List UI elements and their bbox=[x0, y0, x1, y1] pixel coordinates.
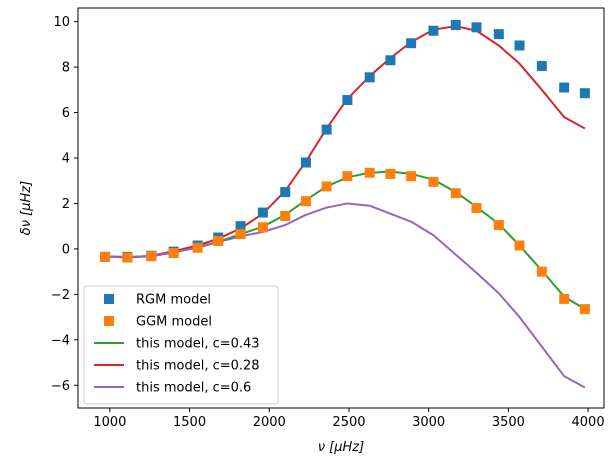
data-point-0-10 bbox=[321, 124, 332, 135]
data-point-0-13 bbox=[385, 55, 396, 66]
data-point-1-13 bbox=[385, 168, 396, 179]
legend-label-0: RGM model bbox=[136, 293, 211, 308]
data-point-0-12 bbox=[364, 72, 375, 83]
data-point-1-11 bbox=[342, 171, 353, 182]
data-point-0-9 bbox=[300, 157, 311, 168]
y-tick-label: −4 bbox=[51, 333, 70, 348]
legend-label-3: this model, c=0.28 bbox=[136, 359, 260, 374]
y-axis-ticks: −6 −4 −2 0 2 4 6 8 10 bbox=[51, 15, 78, 394]
y-tick-label: 10 bbox=[53, 15, 70, 30]
data-point-0-8 bbox=[280, 187, 291, 198]
y-tick-label: 2 bbox=[62, 197, 70, 212]
x-tick-label: 3000 bbox=[412, 415, 445, 430]
data-point-0-18 bbox=[493, 29, 504, 40]
data-point-1-6 bbox=[235, 229, 246, 240]
series-line-4 bbox=[105, 202, 586, 389]
data-point-1-22 bbox=[579, 304, 590, 315]
x-tick-label: 4000 bbox=[572, 415, 605, 430]
data-point-0-22 bbox=[579, 88, 590, 99]
legend: RGM model GGM model this model, c=0.43 this… bbox=[83, 285, 279, 405]
x-tick-label: 1000 bbox=[93, 415, 126, 430]
data-point-1-8 bbox=[280, 210, 291, 221]
x-tick-label: 3500 bbox=[492, 415, 525, 430]
data-point-1-20 bbox=[536, 266, 547, 277]
data-point-1-18 bbox=[493, 220, 504, 231]
data-point-0-14 bbox=[406, 38, 417, 49]
data-point-1-2 bbox=[146, 251, 157, 262]
data-point-1-14 bbox=[406, 171, 417, 182]
legend-marker-1 bbox=[104, 316, 114, 326]
data-point-1-3 bbox=[168, 248, 179, 258]
y-tick-label: −6 bbox=[51, 379, 70, 394]
data-point-1-1 bbox=[122, 252, 133, 263]
data-point-0-11 bbox=[342, 95, 353, 106]
data-point-1-10 bbox=[321, 181, 332, 192]
y-axis-label: δν [μHz] bbox=[19, 181, 34, 235]
data-point-1-12 bbox=[364, 167, 375, 178]
x-axis-ticks: 1000 1500 2000 2500 3000 3500 4000 bbox=[93, 408, 605, 430]
series-line-3 bbox=[105, 25, 586, 259]
data-point-0-6 bbox=[235, 221, 246, 232]
x-tick-label: 2000 bbox=[253, 415, 286, 430]
data-point-0-21 bbox=[559, 82, 570, 93]
data-point-1-4 bbox=[192, 242, 203, 253]
data-point-1-7 bbox=[257, 222, 268, 233]
data-point-1-0 bbox=[100, 251, 111, 262]
data-point-1-19 bbox=[514, 240, 525, 251]
x-axis-label: ν [μHz] bbox=[318, 440, 364, 455]
data-point-1-9 bbox=[300, 196, 311, 207]
legend-label-1: GGM model bbox=[136, 315, 212, 330]
x-tick-label: 1500 bbox=[173, 415, 206, 430]
data-point-0-7 bbox=[257, 207, 268, 218]
data-point-0-17 bbox=[471, 22, 482, 33]
plot-frame bbox=[77, 7, 605, 409]
y-tick-label: 4 bbox=[62, 152, 70, 167]
data-point-1-5 bbox=[213, 235, 224, 246]
data-point-0-16 bbox=[450, 20, 461, 31]
plot-area bbox=[77, 7, 605, 409]
legend-label-4: this model, c=0.6 bbox=[136, 381, 251, 396]
data-point-0-19 bbox=[514, 40, 525, 51]
x-tick-label: 2500 bbox=[332, 415, 365, 430]
y-tick-label: 0 bbox=[62, 242, 70, 257]
data-point-1-16 bbox=[450, 188, 461, 199]
data-point-0-20 bbox=[536, 60, 547, 71]
legend-label-2: this model, c=0.43 bbox=[136, 337, 260, 352]
data-point-1-21 bbox=[559, 293, 570, 304]
data-point-0-15 bbox=[428, 25, 439, 36]
y-tick-label: −2 bbox=[51, 288, 70, 303]
legend-box bbox=[83, 285, 279, 405]
y-tick-label: 6 bbox=[62, 106, 70, 121]
data-point-1-17 bbox=[471, 203, 482, 213]
y-tick-label: 8 bbox=[62, 61, 70, 76]
legend-marker-0 bbox=[104, 294, 114, 304]
data-point-1-15 bbox=[428, 176, 439, 187]
